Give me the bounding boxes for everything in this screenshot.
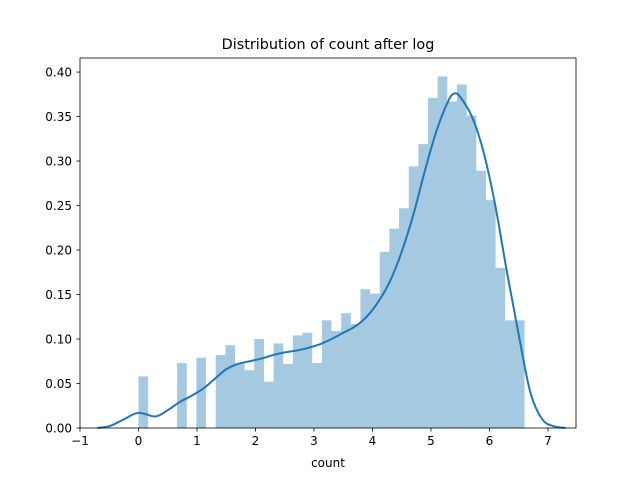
histogram-bar: [292, 335, 303, 428]
y-tick-label: 0.15: [45, 288, 72, 302]
x-tick-label: 1: [193, 434, 201, 448]
histogram-bar: [321, 320, 332, 428]
x-axis: −1 0 1 2 3 4 5 6 7: [71, 428, 552, 448]
histogram-bar: [263, 381, 274, 428]
histogram-bar: [399, 208, 409, 428]
y-tick-label: 0.40: [45, 66, 72, 80]
x-tick-label: 7: [544, 434, 552, 448]
histogram-bar: [235, 363, 245, 428]
histogram-bar: [341, 313, 351, 428]
histogram-bar: [437, 76, 448, 428]
histogram-bar: [495, 267, 506, 428]
y-tick-label: 0.05: [45, 377, 72, 391]
histogram-bar: [466, 115, 477, 428]
y-axis: 0.00 0.05 0.10 0.15 0.20 0.25 0.30 0.35 0.40: [45, 66, 80, 436]
histogram-bar: [447, 101, 457, 429]
y-tick-label: 0.30: [45, 155, 72, 169]
histogram-bar: [456, 84, 467, 429]
x-tick-label: 2: [252, 434, 260, 448]
histogram-bar: [225, 345, 235, 428]
histogram-bar: [244, 370, 255, 428]
histogram-bars: [138, 76, 525, 429]
histogram-bar: [379, 251, 390, 428]
histogram-bar: [360, 289, 371, 428]
histogram-bar: [138, 376, 149, 428]
histogram-bar: [408, 166, 419, 428]
histogram-bar: [196, 357, 207, 428]
histogram-bar: [350, 323, 361, 428]
chart-title: Distribution of count after log: [222, 37, 435, 53]
x-tick-label: 3: [310, 434, 318, 448]
histogram-bar: [312, 363, 322, 428]
x-tick-label: 0: [135, 434, 143, 448]
histogram-bar: [273, 343, 284, 428]
y-tick-label: 0.35: [45, 110, 72, 124]
x-tick-label: 4: [369, 434, 377, 448]
histogram-bar: [302, 332, 313, 428]
y-tick-label: 0.10: [45, 333, 72, 347]
histogram-bar: [505, 320, 515, 428]
histogram-bar: [370, 293, 380, 428]
histogram-bar: [331, 331, 342, 428]
x-tick-label: 5: [427, 434, 435, 448]
histogram-bar: [514, 320, 525, 428]
histogram-bar: [283, 363, 293, 428]
histogram-bar: [254, 339, 264, 428]
histogram-bar: [215, 355, 226, 428]
y-tick-label: 0.25: [45, 199, 72, 213]
x-tick-label: −1: [71, 434, 89, 448]
x-axis-label: count: [311, 456, 345, 470]
histogram-bar: [389, 228, 400, 428]
histogram-bar: [428, 97, 438, 429]
kde-line: [97, 92, 566, 429]
histogram-bar: [485, 200, 496, 428]
plot-frame: [79, 57, 577, 429]
histogram-bar: [476, 170, 486, 428]
x-tick-label: 6: [486, 434, 494, 448]
histogram-bar: [177, 363, 187, 428]
y-tick-label: 0.00: [45, 422, 72, 436]
y-tick-label: 0.20: [45, 244, 72, 258]
histogram-bar: [418, 144, 429, 428]
